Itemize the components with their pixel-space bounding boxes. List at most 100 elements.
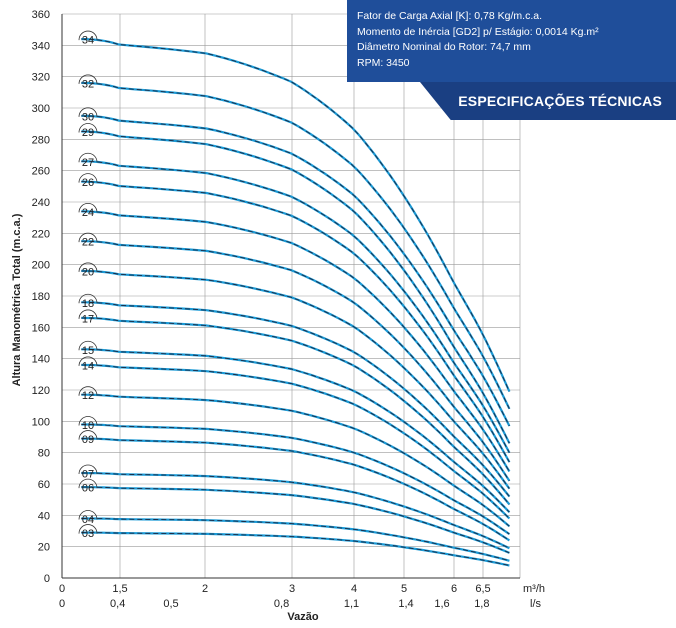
y-tick-label: 320 <box>32 72 50 84</box>
x-tick-label-ls: 0,4 <box>110 598 125 610</box>
curve-stage-15-dash <box>81 348 510 513</box>
y-tick-label: 20 <box>38 542 50 554</box>
spec-inertia: Momento de Inércia [GD2] p/ Estágio: 0,0… <box>357 25 599 38</box>
x-tick-label-m3h: 6 <box>451 583 457 595</box>
y-axis-title: Altura Manométrica Total (m.c.a.) <box>11 213 23 386</box>
curve-stage-04-dash <box>81 518 510 562</box>
y-tick-label: 360 <box>32 9 50 21</box>
y-tick-label: 200 <box>32 260 50 272</box>
stage-label-30: 30 <box>82 111 94 123</box>
x-tick-label-m3h: 6,5 <box>475 583 490 595</box>
curve-stage-17-dash <box>81 317 510 505</box>
stage-label-arc <box>78 464 98 475</box>
stage-label-03: 03 <box>82 528 94 540</box>
curve-stage-09-dash <box>81 438 510 541</box>
stage-label-arc <box>78 340 98 351</box>
y-tick-label: 340 <box>32 40 50 52</box>
curve-stage-18 <box>81 301 511 498</box>
stage-label-14: 14 <box>82 360 94 372</box>
curve-stage-03 <box>81 531 510 567</box>
x-axis-title: Vazão <box>287 611 318 623</box>
stage-label-arc <box>78 173 98 183</box>
stage-label-arc <box>78 524 98 534</box>
stage-label-24: 24 <box>82 207 94 219</box>
stage-label-arc <box>78 309 98 319</box>
x-unit-primary: m³/h <box>523 583 545 595</box>
x-tick-label-ls: 0,8 <box>274 598 289 610</box>
y-tick-label: 100 <box>32 416 50 428</box>
x-tick-label-m3h: 0 <box>59 583 65 595</box>
stage-label-10: 10 <box>82 420 94 432</box>
x-tick-label-ls: 1,1 <box>344 598 359 610</box>
x-tick-label-ls: 1,6 <box>434 598 449 610</box>
spec-box: Fator de Carga Axial [K]: 0,78 Kg/m.c.a.… <box>347 0 676 82</box>
y-tick-label: 220 <box>32 228 50 240</box>
spec-rpm: RPM: 3450 <box>357 56 410 69</box>
stage-label-arc <box>78 293 98 304</box>
x-tick-label-ls: 0 <box>59 598 65 610</box>
stage-label-arc <box>78 386 98 396</box>
x-unit-secondary: l/s <box>530 598 542 610</box>
stage-label-arc <box>78 232 98 243</box>
curve-stage-07-dash <box>81 472 510 549</box>
stage-label-26: 26 <box>82 177 94 189</box>
stage-label-arc <box>78 478 98 489</box>
curve-stage-24-dash <box>81 210 510 472</box>
spec-rotor-diameter: Diâmetro Nominal do Rotor: 74,7 mm <box>357 41 531 53</box>
curves <box>81 38 511 567</box>
stage-label-29: 29 <box>82 127 94 139</box>
x-tick-label-m3h: 3 <box>289 583 295 595</box>
stage-label-04: 04 <box>82 514 94 526</box>
x-tick-label-ls: 0,5 <box>163 598 178 610</box>
stage-label-arc <box>78 30 98 41</box>
stage-label-arc <box>78 123 98 133</box>
y-tick-label: 180 <box>32 291 50 303</box>
stage-label-arc <box>78 510 98 520</box>
stage-labels: 34 32 30 29 27 26 24 22 20 18 17 15 14 12 10 09 07 06 04 03 <box>78 30 98 540</box>
stage-label-17: 17 <box>82 313 94 325</box>
y-tick-label: 60 <box>38 479 50 491</box>
x-tick-label-m3h: 2 <box>202 583 208 595</box>
y-tick-label: 0 <box>44 573 50 585</box>
stage-label-27: 27 <box>82 157 94 169</box>
curve-stage-20 <box>81 269 511 490</box>
y-tick-label: 280 <box>32 134 50 146</box>
stage-label-22: 22 <box>82 237 94 249</box>
stage-label-34: 34 <box>82 35 94 47</box>
grid <box>61 13 521 579</box>
stage-label-arc <box>78 430 98 440</box>
curve-stage-10-dash <box>81 424 510 535</box>
stage-label-arc <box>78 107 98 117</box>
y-tick-label: 140 <box>32 354 50 366</box>
curve-stage-29-dash <box>81 131 510 444</box>
x-tick-label-m3h: 4 <box>351 583 357 595</box>
y-tick-label: 260 <box>32 166 50 178</box>
y-tick-label: 240 <box>32 197 50 209</box>
stage-label-arc <box>78 152 98 163</box>
curve-stage-14-dash <box>81 364 510 519</box>
x-tick-label-ls: 1,8 <box>474 598 489 610</box>
stage-label-07: 07 <box>82 469 94 481</box>
axes: 0204060801001201401601802002202402602803… <box>32 9 520 610</box>
curve-stage-22-dash <box>81 240 510 482</box>
spec-axial-load: Fator de Carga Axial [K]: 0,78 Kg/m.c.a. <box>357 10 543 22</box>
spec-title-tab: ESPECIFICAÇÕES TÉCNICAS <box>420 82 676 120</box>
curve-stage-30-dash <box>81 115 510 427</box>
curve-stage-12-dash <box>81 394 510 527</box>
stage-label-18: 18 <box>82 298 94 310</box>
stage-label-arc <box>78 262 98 272</box>
stage-label-32: 32 <box>82 78 94 90</box>
stage-label-arc <box>78 416 98 426</box>
stage-label-arc <box>78 203 98 213</box>
stage-label-20: 20 <box>82 266 94 278</box>
curve-stage-12 <box>81 393 511 528</box>
y-tick-label: 80 <box>38 448 50 460</box>
curve-stage-26-dash <box>81 181 510 463</box>
curve-stage-03-dash <box>81 532 510 566</box>
stage-label-arc <box>78 74 98 84</box>
stage-label-arc <box>78 356 98 366</box>
stage-label-15: 15 <box>82 345 94 357</box>
curve-stage-06-dash <box>81 486 510 554</box>
